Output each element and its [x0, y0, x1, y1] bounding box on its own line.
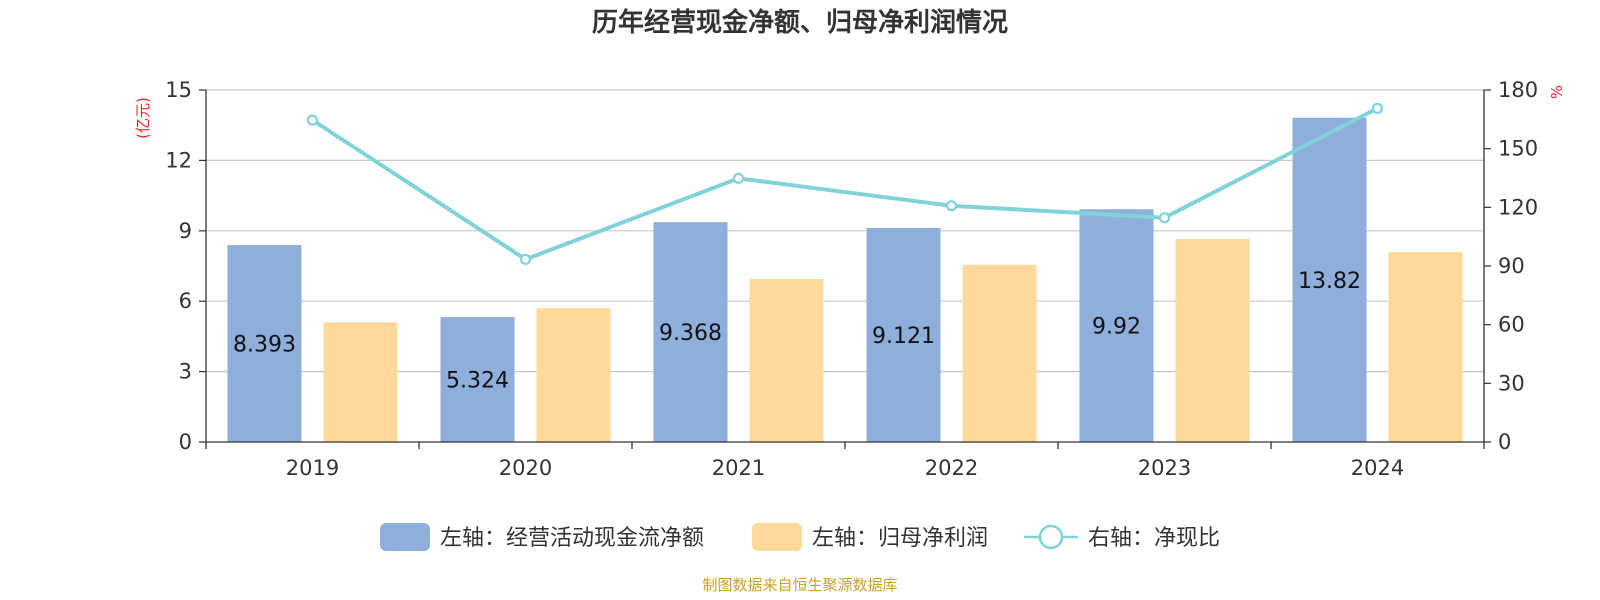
- bar-net-profit: [536, 308, 611, 442]
- ratio-point: [732, 172, 745, 184]
- bar-data-label: 5.324: [446, 369, 509, 394]
- right-axis-tick-label: 0: [1498, 430, 1511, 454]
- right-axis-tick-label: 60: [1498, 313, 1525, 337]
- ratio-line: [306, 102, 1384, 265]
- left-axis-tick-label: 12: [165, 148, 192, 172]
- bar-cashflow: [1292, 117, 1367, 442]
- ratio-point: [1158, 212, 1171, 224]
- ratio-point: [306, 114, 319, 126]
- bar-net-profit: [1175, 239, 1250, 442]
- left-axis-unit: (亿元): [134, 97, 152, 139]
- ratio-point: [1371, 102, 1384, 114]
- bars: [227, 117, 1463, 442]
- legend-swatch: [752, 523, 802, 551]
- ratio-line-path: [311, 106, 1379, 262]
- left-axis-tick-label: 3: [179, 360, 192, 384]
- bar-data-label: 9.368: [659, 321, 722, 346]
- bar-data-label: 13.82: [1298, 269, 1361, 294]
- bar-data-label: 8.393: [233, 333, 296, 358]
- legend-swatch: [380, 523, 430, 551]
- bar-net-profit: [323, 322, 398, 442]
- x-axis-tick-label: 2022: [925, 456, 978, 480]
- bar-data-label: 9.121: [872, 324, 935, 349]
- legend-point-swatch: [1038, 524, 1064, 550]
- right-axis-tick-label: 30: [1498, 371, 1525, 395]
- bar-cashflow: [1079, 209, 1154, 442]
- left-axis-tick-label: 15: [165, 78, 192, 102]
- bar-net-profit: [1388, 251, 1463, 442]
- chart-title: 历年经营现金净额、归母净利润情况: [592, 7, 1008, 38]
- bar-net-profit: [749, 278, 824, 442]
- legend-label: 右轴：净现比: [1088, 526, 1220, 551]
- left-axis-tick-label: 6: [179, 289, 192, 313]
- source-note: 制图数据来自恒生聚源数据库: [702, 576, 897, 594]
- x-axis-tick-label: 2023: [1138, 456, 1191, 480]
- x-axis-tick-label: 2024: [1351, 456, 1404, 480]
- legend-label: 左轴：经营活动现金流净额: [440, 526, 704, 551]
- left-axis-tick-label: 9: [179, 219, 192, 243]
- bar-labels: 8.393 5.324 9.368 9.121 9.92 13.82: [233, 269, 1361, 394]
- bar-cashflow: [653, 222, 728, 442]
- right-axis-tick-label: 180: [1498, 78, 1538, 102]
- ratio-point: [945, 200, 958, 212]
- right-axis-tick-label: 150: [1498, 137, 1538, 161]
- bar-cashflow: [227, 245, 302, 442]
- bar-net-profit: [962, 264, 1037, 442]
- legend-label: 左轴：归母净利润: [812, 526, 988, 551]
- x-axis-tick-label: 2019: [286, 456, 339, 480]
- x-axis-tick-label: 2020: [499, 456, 552, 480]
- right-axis-tick-label: 90: [1498, 254, 1525, 278]
- right-axis-unit: %: [1548, 85, 1566, 99]
- grid-lines: [206, 89, 1484, 373]
- legend: 左轴：经营活动现金流净额 左轴：归母净利润 右轴：净现比: [380, 523, 1220, 551]
- bar-cashflow: [866, 227, 941, 442]
- bar-data-label: 9.92: [1092, 315, 1141, 340]
- right-axis-tick-label: 120: [1498, 195, 1538, 219]
- x-axis-tick-label: 2021: [712, 456, 765, 480]
- bar-cashflow: [440, 317, 515, 442]
- left-axis-tick-label: 0: [179, 430, 192, 454]
- ratio-point: [519, 253, 532, 265]
